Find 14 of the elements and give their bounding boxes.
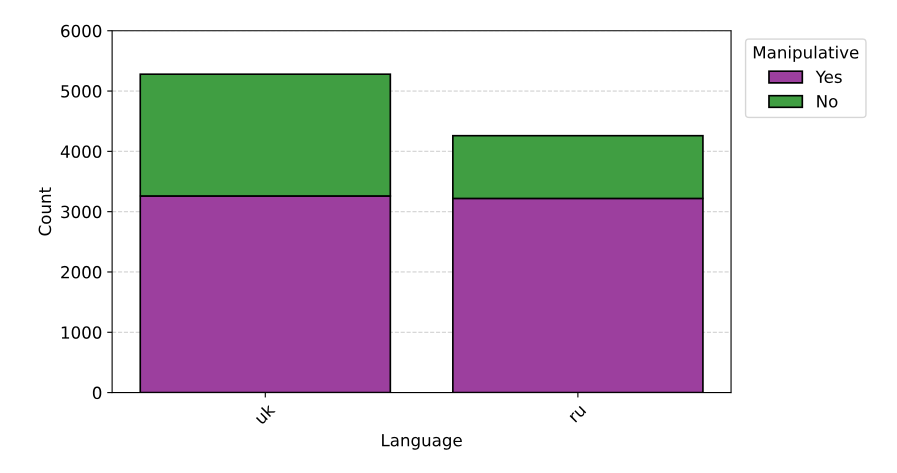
- y-tick-label: 0: [92, 386, 102, 400]
- x-tick-label: ru: [569, 406, 586, 423]
- legend-title: Manipulative: [754, 46, 858, 62]
- y-tick-label: 1000: [62, 326, 102, 339]
- y-tick-label: 5000: [61, 85, 102, 98]
- y-tick-label: 3000: [61, 206, 102, 218]
- y-tick-label: 2000: [61, 266, 102, 279]
- legend-label: No: [817, 95, 838, 108]
- y-tick-label: 4000: [60, 145, 102, 158]
- y-axis-title: Count: [38, 187, 52, 236]
- x-tick-label: uk: [253, 402, 276, 425]
- x-axis-title: Language: [382, 434, 462, 450]
- legend-label: Yes: [816, 70, 842, 84]
- y-tick-label: 6000: [61, 24, 102, 38]
